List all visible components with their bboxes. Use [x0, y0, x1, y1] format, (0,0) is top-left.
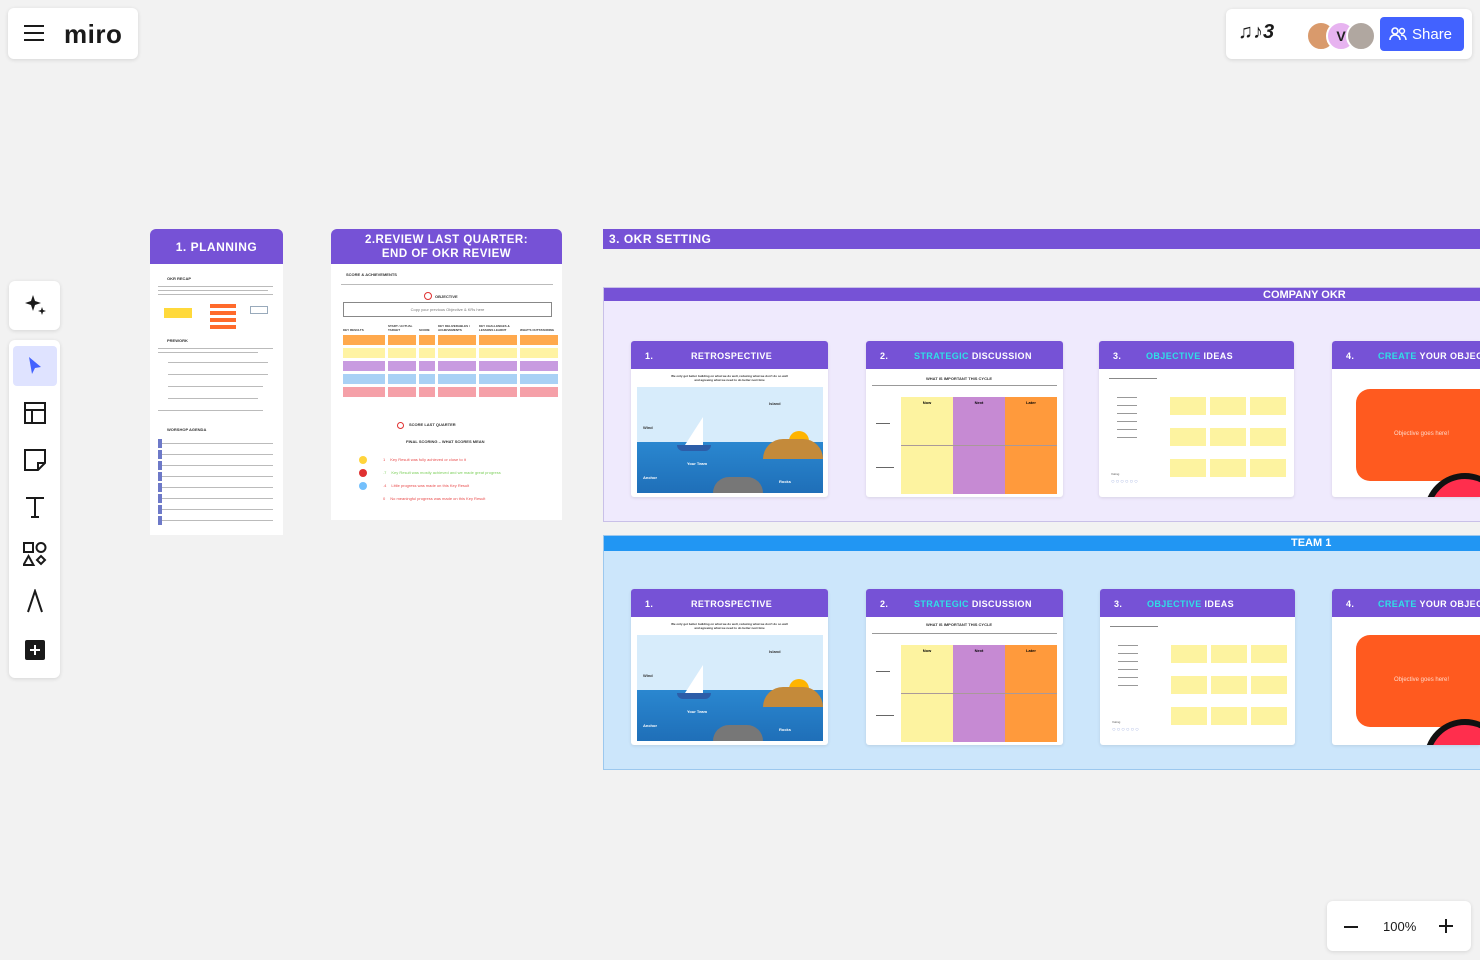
share-button[interactable]: Share — [1380, 17, 1464, 51]
col-header: KEY DELIVERABLES / ACHIEVEMENTS — [438, 324, 470, 332]
templates-icon[interactable] — [13, 393, 57, 433]
retrospective-card[interactable]: 1. RETROSPECTIVE We only get better build… — [631, 341, 828, 497]
select-cursor-icon[interactable] — [13, 346, 57, 386]
team1-label: TEAM 1 — [1291, 537, 1332, 549]
emoji-icon — [359, 455, 367, 464]
frame-planning[interactable]: OKR RECAP PREWORK WORSHOP AGENDA — [150, 264, 283, 535]
rocks — [713, 477, 763, 493]
okr-recap-heading: OKR RECAP — [167, 276, 192, 281]
final-scoring-heading: FINAL SCORING – WHAT SCORES MEAN — [406, 439, 485, 444]
frame-okr-setting-title: 3. OKR SETTING — [609, 232, 712, 246]
col-header: SCORE — [419, 328, 430, 332]
island — [763, 687, 823, 707]
objective-shape[interactable]: Objective goes here! — [1356, 635, 1480, 727]
island — [763, 439, 823, 459]
rocks — [713, 725, 763, 741]
pen-icon[interactable] — [13, 581, 57, 621]
zoom-controls: 100% — [1327, 901, 1471, 951]
voting-dots: ○○○○○○ — [1111, 479, 1139, 485]
score-legend: 1 Key Result was fully achieved or close … — [359, 453, 559, 505]
text-icon[interactable] — [13, 487, 57, 527]
table-rows — [343, 335, 559, 397]
add-more-icon[interactable] — [13, 630, 57, 670]
create-objective-card[interactable]: 4. CREATE YOUR OBJEC Objective goes here! — [1332, 589, 1480, 745]
hamburger-icon[interactable] — [24, 25, 44, 43]
strategic-discussion-card[interactable]: 2. STRATEGIC DISCUSSION WHAT IS IMPORTANT… — [866, 341, 1063, 497]
voting-dots: ○○○○○○ — [1112, 727, 1140, 733]
objective-shape[interactable]: Objective goes here! — [1356, 389, 1480, 481]
create-objective-card[interactable]: 4. CREATE YOUR OBJEC Objective goes here! — [1332, 341, 1480, 497]
target-icon — [359, 468, 367, 477]
prework-heading: PREWORK — [167, 338, 188, 343]
ai-sparkle-icon[interactable] — [13, 285, 57, 325]
objective-ideas-card[interactable]: 3. OBJECTIVE IDEAS Voting ○○○○○○ — [1099, 341, 1294, 497]
logo-panel: miro — [8, 8, 138, 59]
plus-icon — [1439, 919, 1453, 933]
score-last-quarter-heading: SCORE LAST QUARTER — [409, 422, 456, 427]
objective-box[interactable]: Copy your previous Objective & KRs here — [343, 302, 552, 317]
collab-panel: ♫♪3 V Share — [1226, 9, 1472, 59]
retrospective-card[interactable]: 1. RETROSPECTIVE We only get better build… — [631, 589, 828, 745]
shapes-icon[interactable] — [13, 534, 57, 574]
sailboat-illustration: Island Wind Your Team Anchor Rocks — [637, 387, 823, 493]
pin-icon — [397, 422, 404, 429]
sailboat-illustration: Island Wind Your Team Anchor Rocks — [637, 635, 823, 741]
boat — [685, 417, 703, 445]
col-header: KEY CHALLENGES & LESSONS LEARNT — [479, 324, 510, 332]
share-label: Share — [1412, 26, 1453, 43]
frame-planning-header[interactable]: 1. PLANNING — [150, 229, 283, 264]
frame-review-header[interactable]: 2.REVIEW LAST QUARTER: END OF OKR REVIEW — [331, 229, 562, 264]
minus-icon — [1344, 926, 1358, 928]
users-icon — [1389, 27, 1407, 41]
col-header: WHAT'S OUTSTANDING — [520, 328, 555, 332]
avatar[interactable] — [1346, 21, 1376, 51]
left-toolbar — [9, 340, 60, 678]
col-header: KEY RESULTS — [343, 328, 364, 332]
company-okr-bar: COMPANY OKR — [604, 288, 1480, 301]
col-header: START / ACTUAL TARGET — [388, 324, 413, 332]
frame-review[interactable]: SCORE & ACHIEVEMENTS OBJECTIVE Copy your… — [331, 264, 562, 520]
team1-bar: TEAM 1 — [604, 536, 1480, 551]
okr-review-table[interactable]: KEY RESULTS START / ACTUAL TARGET SCORE … — [343, 322, 559, 332]
strategic-discussion-card[interactable]: 2. STRATEGIC DISCUSSION WHAT IS IMPORTANT… — [866, 589, 1063, 745]
sticky-note-icon[interactable] — [13, 440, 57, 480]
objective-ideas-card[interactable]: 3. OBJECTIVE IDEAS Voting ○○○○○○ — [1100, 589, 1295, 745]
ai-panel — [9, 281, 60, 330]
objective-heading: OBJECTIVE — [435, 294, 458, 299]
target-icon — [424, 292, 432, 300]
okr-diagram — [164, 308, 192, 318]
board-badge[interactable]: ♫♪3 — [1238, 21, 1275, 43]
zoom-level[interactable]: 100% — [1383, 919, 1417, 934]
agenda-list — [158, 439, 273, 527]
score-achievements-heading: SCORE & ACHIEVEMENTS — [346, 272, 397, 277]
zoom-in-button[interactable] — [1436, 916, 1456, 936]
zoom-out-button[interactable] — [1341, 917, 1361, 937]
frame-review-title: 2.REVIEW LAST QUARTER: END OF OKR REVIEW — [364, 233, 529, 260]
boat — [685, 665, 703, 693]
frame-okr-setting-header[interactable]: 3. OKR SETTING — [603, 229, 1480, 249]
miro-logo[interactable]: miro — [64, 19, 123, 49]
wave-icon — [359, 481, 367, 490]
company-okr-label: COMPANY OKR — [1263, 289, 1346, 301]
agenda-heading: WORSHOP AGENDA — [167, 427, 207, 432]
